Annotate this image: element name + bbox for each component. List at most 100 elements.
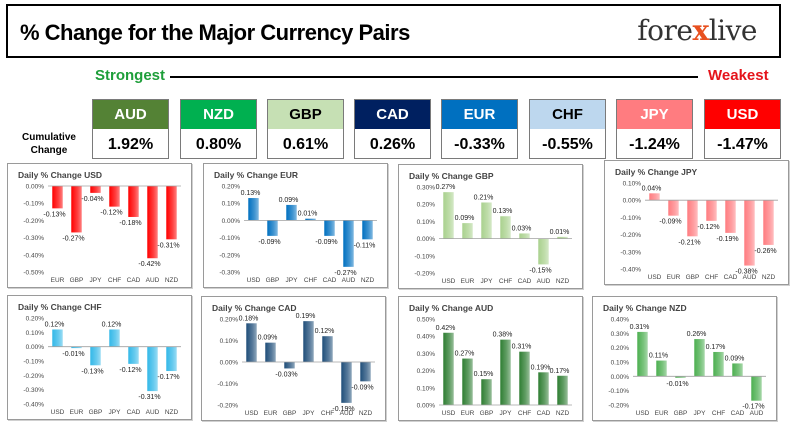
y-tick-label: -0.30%	[219, 270, 240, 277]
pair-code: JPY	[617, 100, 692, 129]
x-tick-label: NZD	[165, 277, 179, 284]
data-label: 0.12%	[45, 321, 65, 328]
pair-cumulative-value: -1.47%	[717, 136, 768, 153]
bar-jpy	[286, 204, 297, 221]
data-label: 0.01%	[298, 211, 318, 218]
y-tick-label: 0.40%	[417, 334, 436, 341]
x-tick-label: AUD	[146, 277, 160, 284]
logo-suffix: live	[708, 14, 758, 47]
pair-code: USD	[705, 100, 780, 129]
y-tick-label: -0.20%	[217, 403, 238, 410]
bar-chart: 0.20% 0.10% 0.00% -0.10% -0.20% -0.30% 0.13% US…	[219, 184, 377, 284]
data-label: -0.15%	[529, 267, 551, 274]
x-tick-label: NZD	[359, 410, 373, 417]
y-tick-label: 0.00%	[417, 403, 436, 410]
bar-chf	[519, 351, 530, 405]
forexlive-logo: forexlive	[637, 14, 757, 47]
data-label: 0.09%	[455, 215, 475, 222]
bar-jpy	[303, 321, 314, 362]
logo-prefix: fore	[637, 14, 693, 47]
data-label: 0.27%	[455, 351, 475, 358]
y-tick-label: 0.00%	[417, 236, 436, 243]
x-tick-label: AUD	[340, 410, 354, 417]
pair-cumulative-value: 1.92%	[107, 136, 154, 153]
x-tick-label: USD	[247, 277, 261, 284]
y-tick-label: -0.20%	[219, 252, 240, 259]
x-tick-label: AUD	[537, 278, 551, 285]
x-tick-label: NZD	[361, 277, 375, 284]
bar-nzd	[360, 362, 371, 382]
bar-chart: 0.20% 0.10% 0.00% -0.10% -0.20% -0.30% -0.40% 0…	[23, 316, 181, 416]
bar-gbp	[267, 220, 278, 236]
x-tick-label: JPY	[303, 410, 316, 417]
data-label: -0.12%	[119, 367, 141, 374]
bar-aud	[147, 346, 158, 392]
y-tick-label: -0.20%	[620, 232, 641, 239]
data-label: 0.09%	[258, 335, 278, 342]
y-tick-label: 0.20%	[220, 317, 239, 324]
bar-chart: 0.10% 0.00% -0.10% -0.20% -0.30% -0.40% 0.04% U…	[620, 181, 778, 281]
data-label: 0.13%	[241, 190, 261, 197]
x-tick-label: NZD	[556, 410, 570, 417]
data-label: -0.09%	[315, 239, 337, 246]
y-tick-label: 0.50%	[417, 317, 436, 324]
y-tick-label: 0.00%	[611, 374, 630, 381]
chart-title: Daily % Change GBP	[409, 171, 494, 181]
data-label: 0.31%	[630, 324, 650, 331]
x-tick-label: CAD	[127, 277, 141, 284]
data-label: -0.01%	[666, 381, 688, 388]
chart-title: Daily % Change EUR	[214, 170, 299, 180]
x-tick-label: USD	[636, 410, 650, 417]
y-tick-label: -0.10%	[217, 381, 238, 388]
y-tick-label: 0.20%	[417, 202, 436, 209]
y-tick-label: -0.10%	[219, 235, 240, 242]
pair-box-nzd: NZD 0.80%	[180, 99, 257, 159]
data-label: -0.13%	[43, 211, 65, 218]
bar-eur	[462, 358, 473, 405]
y-tick-label: 0.00%	[222, 218, 241, 225]
x-tick-label: CHF	[499, 278, 512, 285]
y-tick-label: 0.00%	[623, 198, 642, 205]
data-label: -0.13%	[81, 368, 103, 375]
data-label: -0.11%	[354, 242, 376, 249]
pair-cumulative-value: -0.55%	[542, 136, 593, 153]
chart-panel-eur: Daily % Change EUR 0.20% 0.10% 0.00% -0.10% -…	[203, 163, 388, 288]
bar-aud	[538, 238, 549, 265]
bar-gbp	[71, 186, 82, 233]
data-label: 0.38%	[493, 332, 513, 339]
x-tick-label: CAD	[731, 410, 745, 417]
y-tick-label: -0.20%	[414, 271, 435, 278]
bar-usd	[443, 332, 454, 405]
bar-gbp	[90, 346, 101, 366]
data-label: 0.09%	[725, 355, 745, 362]
x-tick-label: CHF	[108, 277, 121, 284]
bar-chf	[305, 218, 316, 221]
data-label: 0.01%	[550, 229, 570, 236]
chart-panel-nzd: Daily % Change NZD 0.40% 0.30% 0.20% 0.10% 0.…	[592, 296, 777, 421]
x-tick-label: EUR	[461, 410, 475, 417]
bar-gbp	[481, 379, 492, 405]
x-tick-label: AUD	[342, 277, 356, 284]
data-label: 0.27%	[436, 184, 456, 191]
pair-code: EUR	[442, 100, 517, 129]
x-tick-label: JPY	[286, 277, 299, 284]
bar-usd	[649, 193, 660, 201]
bar-chart: 0.50% 0.40% 0.30% 0.20% 0.10% 0.00% 0.42% USD 0.…	[417, 317, 572, 417]
chart-title: Daily % Change USD	[18, 170, 103, 180]
strongest-label: Strongest	[95, 67, 166, 84]
x-tick-label: USD	[648, 274, 662, 281]
x-tick-label: EUR	[264, 410, 278, 417]
x-tick-label: EUR	[51, 277, 65, 284]
bar-aud	[147, 186, 158, 259]
chart-panel-aud: Daily % Change AUD 0.50% 0.40% 0.30% 0.20% 0.…	[398, 296, 583, 421]
x-tick-label: AUD	[743, 274, 757, 281]
x-tick-label: JPY	[90, 277, 103, 284]
x-tick-label: JPY	[481, 278, 494, 285]
y-tick-label: 0.10%	[417, 385, 436, 392]
chart-panel-cad: Daily % Change CAD 0.20% 0.10% 0.00% -0.10% -…	[201, 296, 386, 421]
x-tick-label: NZD	[165, 409, 179, 416]
data-label: 0.19%	[296, 313, 316, 320]
data-label: 0.13%	[493, 208, 513, 215]
data-label: -0.26%	[754, 248, 776, 255]
data-label: 0.09%	[279, 197, 299, 204]
